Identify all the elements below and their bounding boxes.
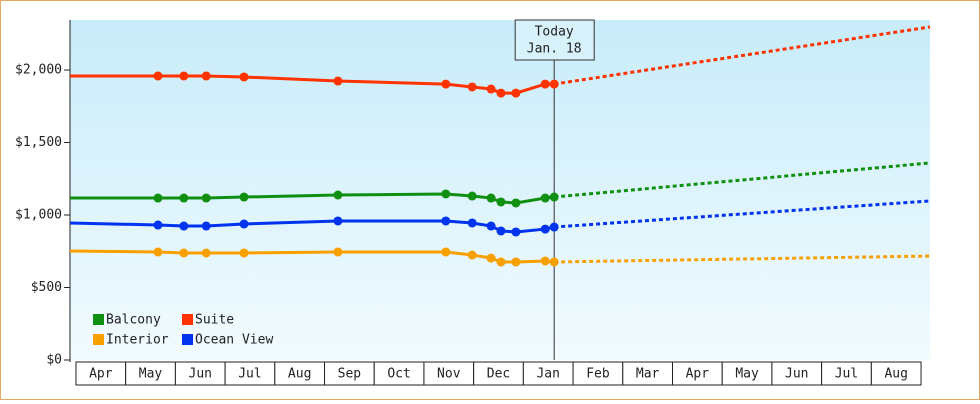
legend-label: Ocean View	[195, 333, 273, 348]
point	[201, 248, 211, 258]
point	[496, 197, 506, 207]
point	[467, 191, 477, 201]
point	[549, 257, 559, 267]
point	[239, 72, 249, 82]
today-label: Jan. 18	[527, 42, 582, 57]
point	[540, 193, 550, 203]
point	[496, 88, 506, 98]
point	[239, 248, 249, 258]
point	[549, 192, 559, 202]
point	[486, 221, 496, 231]
point	[179, 193, 189, 203]
x-tick-label: Sep	[338, 367, 362, 382]
x-tick-label: Jun	[189, 367, 212, 382]
legend-swatch	[182, 334, 193, 345]
point	[333, 247, 343, 257]
point	[333, 216, 343, 226]
today-box	[514, 19, 595, 61]
x-tick-label: Jul	[835, 367, 858, 382]
point	[239, 219, 249, 229]
point	[486, 193, 496, 203]
point	[153, 71, 163, 81]
x-tick-label: Aug	[288, 367, 311, 382]
point	[549, 79, 559, 89]
point	[153, 247, 163, 257]
point	[201, 221, 211, 231]
x-tick-label: Nov	[437, 367, 461, 382]
x-tick-label: Apr	[89, 367, 113, 382]
point	[511, 257, 521, 267]
today-label: Today	[535, 25, 574, 40]
point	[540, 256, 550, 266]
x-tick-label: Jul	[238, 367, 261, 382]
x-tick-label: Jan	[536, 367, 559, 382]
legend-label: Balcony	[106, 313, 161, 328]
point	[540, 224, 550, 234]
point	[549, 222, 559, 232]
point	[201, 193, 211, 203]
y-tick-label: $500	[31, 280, 62, 295]
x-tick-label: Aug	[884, 367, 907, 382]
y-tick-label: $1,000	[15, 208, 62, 223]
point	[511, 198, 521, 208]
legend-swatch	[93, 314, 104, 325]
point	[179, 248, 189, 258]
point	[496, 257, 506, 267]
point	[441, 247, 451, 257]
x-tick-label: Oct	[387, 367, 410, 382]
point	[486, 84, 496, 94]
point	[153, 220, 163, 230]
point	[333, 76, 343, 86]
point	[179, 71, 189, 81]
point	[467, 250, 477, 260]
plot-area	[70, 20, 930, 360]
point	[441, 216, 451, 226]
forecast-line	[553, 25, 931, 86]
point	[201, 71, 211, 81]
point	[153, 193, 163, 203]
point	[441, 189, 451, 199]
x-band	[870, 361, 922, 386]
point	[441, 79, 451, 89]
point	[511, 88, 521, 98]
point	[333, 190, 343, 200]
y-tick-label: $2,000	[15, 63, 62, 78]
x-tick-label: Jun	[785, 367, 808, 382]
point	[239, 192, 249, 202]
legend-swatch	[93, 334, 104, 345]
point	[486, 253, 496, 263]
x-tick-label: Feb	[586, 367, 610, 382]
legend-label: Suite	[195, 313, 234, 328]
y-tick-label: $0	[46, 353, 62, 368]
y-tick-label: $1,500	[15, 135, 62, 150]
legend-swatch	[182, 314, 193, 325]
x-tick-label: Mar	[636, 367, 660, 382]
x-tick-label: May	[735, 367, 759, 382]
x-tick-label: Apr	[686, 367, 710, 382]
point	[496, 226, 506, 236]
point	[179, 221, 189, 231]
point	[467, 82, 477, 92]
point	[467, 218, 477, 228]
x-tick-label: Dec	[487, 367, 510, 382]
point	[511, 227, 521, 237]
x-tick-label: May	[139, 367, 163, 382]
point	[540, 79, 550, 89]
legend-label: Interior	[106, 333, 169, 348]
